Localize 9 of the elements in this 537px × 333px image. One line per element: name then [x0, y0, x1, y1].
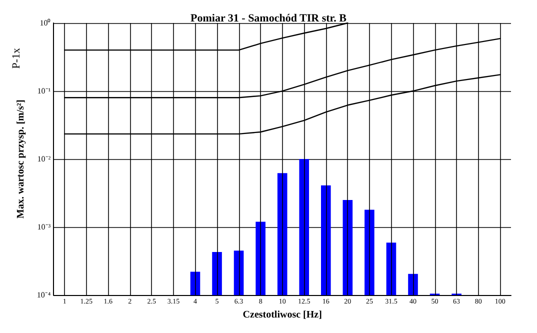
y-tick-label: 10⁰: [40, 18, 51, 28]
x-axis-title: Czestotliwosc [Hz]: [242, 310, 322, 320]
y-tick-label: 10⁻²: [37, 154, 52, 164]
y-tick-label: 10⁻⁴: [36, 290, 51, 300]
y-tick-label: 10⁻¹: [37, 86, 52, 96]
y-axis-title: Max. wartosc przysp. [m/s²]: [16, 100, 26, 218]
chart-title: Pomiar 31 - Samochód TIR str. B: [190, 12, 348, 24]
text: P-1x: [10, 48, 22, 69]
y-tick-label: 10⁻³: [37, 222, 52, 232]
